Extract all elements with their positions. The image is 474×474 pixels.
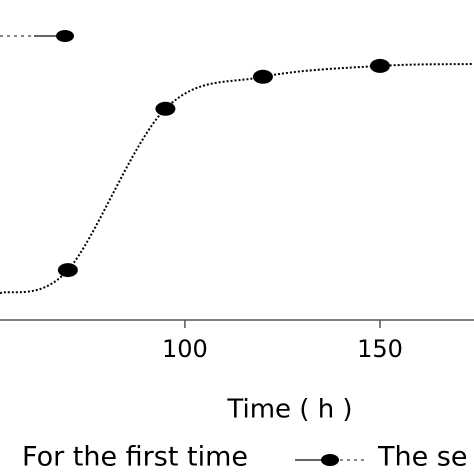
point bbox=[57, 263, 78, 278]
point bbox=[252, 69, 273, 84]
x-tick-label: 150 bbox=[357, 335, 403, 363]
legend-marker-top bbox=[0, 30, 74, 42]
legend-label: For the first time bbox=[22, 442, 248, 473]
x-tick-label: 100 bbox=[162, 335, 208, 363]
point bbox=[155, 101, 176, 116]
x-axis-label: Time ( h ) bbox=[226, 395, 352, 425]
legend-marker bbox=[295, 454, 368, 466]
legend-label: The se bbox=[377, 442, 467, 473]
series-line bbox=[0, 63, 474, 295]
point bbox=[369, 58, 390, 73]
